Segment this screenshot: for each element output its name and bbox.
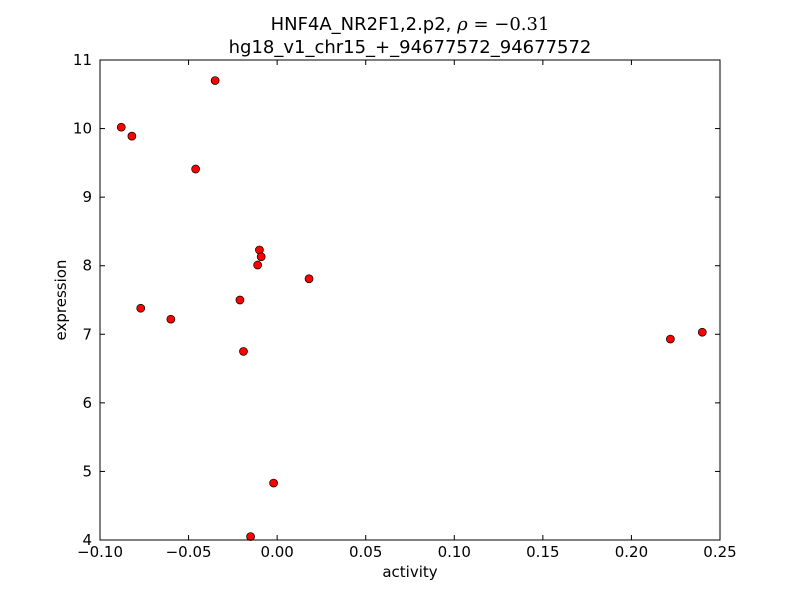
scatter-point <box>246 532 255 541</box>
scatter-point <box>666 334 675 344</box>
y-tick-label: 10 <box>73 120 92 138</box>
x-tick-label: −0.10 <box>77 543 123 561</box>
scatter-point <box>235 295 245 305</box>
chart-title-line2: hg18_v1_chr15_+_94677572_94677572 <box>229 37 592 58</box>
y-tick-label: 6 <box>82 394 92 412</box>
x-axis-label: activity <box>382 563 437 581</box>
scatter-point <box>210 76 220 85</box>
plot-frame <box>99 59 721 541</box>
chart-title-prefix: HNF4A_NR2F1,2.p2, <box>271 14 458 35</box>
scatter-point <box>116 122 126 132</box>
x-tick-label: 0.05 <box>349 543 382 561</box>
x-tick-label: 0.00 <box>260 543 293 561</box>
chart-title-value: −0.31 <box>494 14 549 35</box>
scatter-point <box>697 327 707 337</box>
y-tick-label: 5 <box>82 462 92 480</box>
scatter-point <box>256 252 266 262</box>
y-tick-label: 8 <box>82 257 92 275</box>
scatter-point <box>166 314 176 324</box>
scatter-point <box>136 303 146 313</box>
chart-title-equals: = <box>468 14 495 35</box>
y-axis-label: expression <box>52 260 70 341</box>
y-tick-label: 7 <box>82 325 92 343</box>
chart-title-rho: ρ <box>456 14 468 35</box>
scatter-point <box>304 274 314 284</box>
x-tick-label: 0.25 <box>703 543 736 561</box>
scatter-point <box>239 347 248 356</box>
chart-title-line1: HNF4A_NR2F1,2.p2, ρ = −0.31 <box>271 14 550 35</box>
x-tick-label: 0.20 <box>615 543 648 561</box>
x-tick-label: 0.15 <box>526 543 559 561</box>
x-tick-label: 0.10 <box>438 543 471 561</box>
x-tick-label: −0.05 <box>166 543 212 561</box>
scatter-point <box>191 164 201 174</box>
y-tick-label: 9 <box>82 188 92 206</box>
y-tick-label: 4 <box>82 531 92 549</box>
y-tick-label: 11 <box>73 51 92 69</box>
scatter-point <box>127 131 137 141</box>
plot-area: −0.10 −0.05 0.00 0.05 0.10 0.15 0.20 0.25 4 5 6 7 8 9… <box>73 51 737 561</box>
scatter-point <box>269 478 278 488</box>
scatter-point <box>253 260 263 270</box>
